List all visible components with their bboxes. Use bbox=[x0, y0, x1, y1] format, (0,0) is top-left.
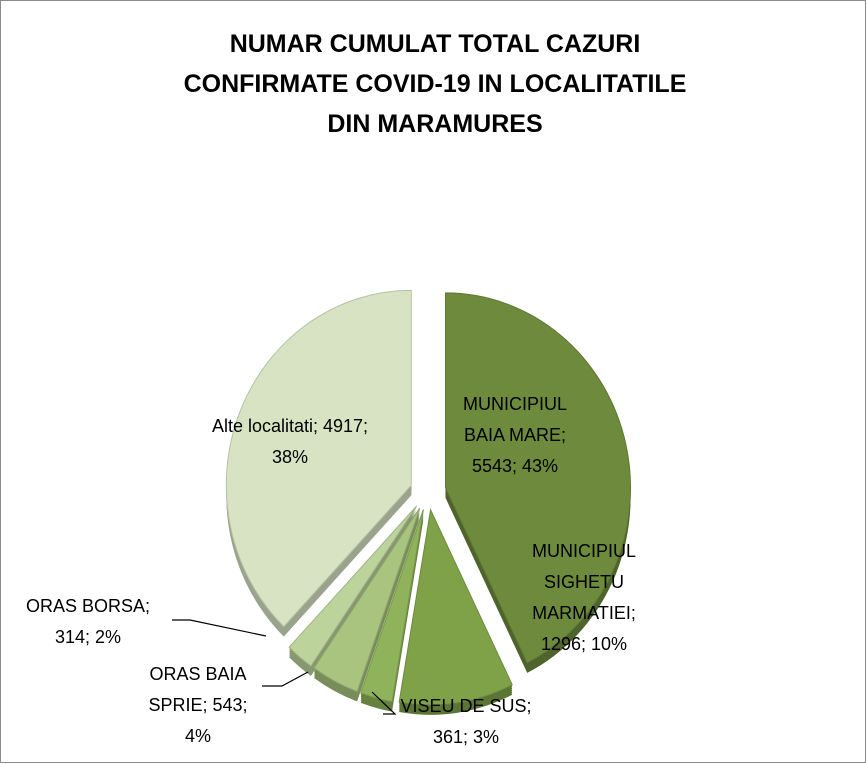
data-label: MUNICIPIUL SIGHETU MARMATIEI; 1296; 10% bbox=[532, 541, 636, 654]
slice bbox=[225, 289, 412, 628]
slice bbox=[360, 509, 424, 703]
leader-line bbox=[172, 619, 267, 637]
leader-line bbox=[262, 671, 309, 687]
slice bbox=[445, 292, 631, 664]
data-label: ORAS BAIA SPRIE; 543; 4% bbox=[148, 664, 247, 746]
data-label: MUNICIPIUL BAIA MARE; 5543; 43% bbox=[463, 394, 567, 476]
slice bbox=[288, 505, 418, 667]
data-label: VISEU DE SUS; 361; 3% bbox=[400, 696, 531, 747]
chart-title: NUMAR CUMULAT TOTAL CAZURI CONFIRMATE COV… bbox=[184, 30, 687, 138]
data-label: Alte localitati; 4917; 38% bbox=[212, 416, 368, 467]
leader-line bbox=[371, 691, 397, 715]
pie bbox=[225, 289, 631, 715]
slice bbox=[313, 507, 421, 693]
slice bbox=[398, 508, 513, 706]
data-label: ORAS BORSA; 314; 2% bbox=[26, 596, 150, 647]
